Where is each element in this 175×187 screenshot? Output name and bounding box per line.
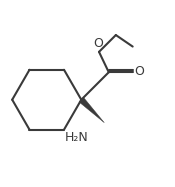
- Polygon shape: [79, 97, 104, 123]
- Text: O: O: [134, 65, 144, 78]
- Text: H₂N: H₂N: [65, 131, 89, 144]
- Text: O: O: [93, 37, 103, 50]
